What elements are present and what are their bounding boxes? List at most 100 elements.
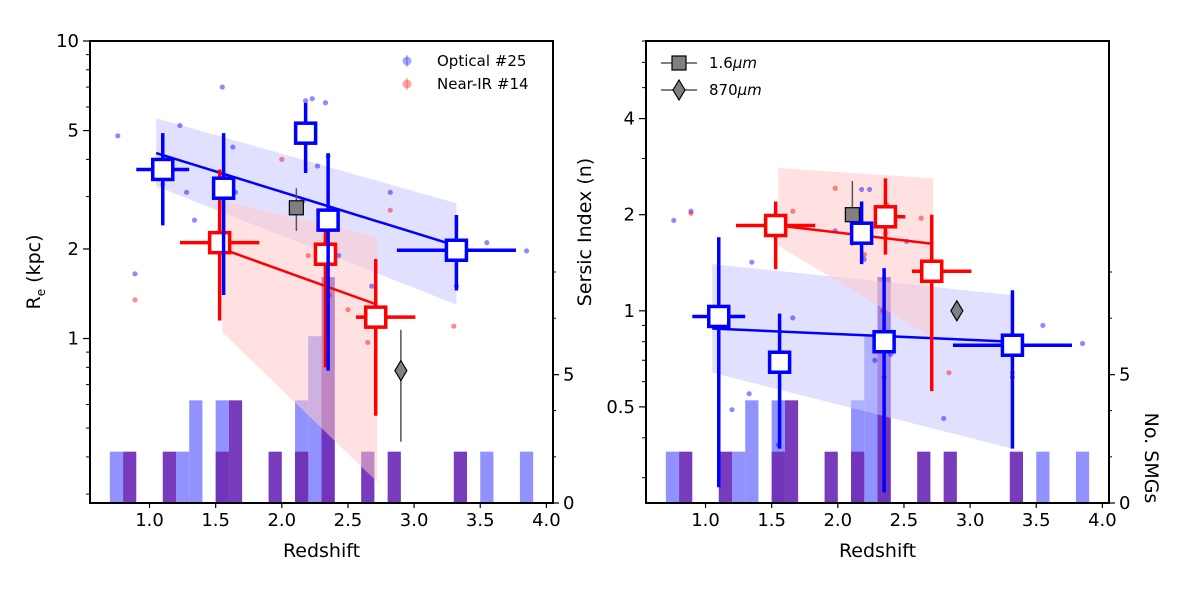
legend-label-unit: μm [737, 81, 762, 99]
x-tick-label: 1.0 [691, 510, 720, 531]
nearir-bin [873, 178, 906, 255]
optical-point [866, 186, 873, 193]
y-axis: 1 2 5 10 Re (kpc) [23, 31, 90, 495]
nearir-fit-line [221, 247, 378, 306]
legend-label: Optical #25 [437, 52, 526, 70]
optical-point [941, 415, 947, 422]
optical-bin-marker [444, 238, 469, 263]
y-tick-label: 0.5 [606, 397, 635, 418]
optical-bin [316, 153, 340, 371]
optical-point [1040, 322, 1046, 329]
legend-label-unit: μm [732, 54, 757, 72]
marker-870um [950, 299, 964, 322]
nearir-bin-marker [363, 305, 388, 329]
panel-right: 1.0 1.5 2.0 2.5 3.0 3.5 4.0 Redshift 0.5 1 2 4 Sersi… [574, 40, 1162, 562]
optical-bin [692, 237, 746, 488]
nearir-point [451, 323, 457, 329]
optical-point [230, 144, 236, 150]
nearir-bin-marker [207, 230, 232, 255]
hist-bar-nearir [162, 451, 176, 503]
optical-point [369, 283, 375, 289]
hist-bar-nearir [1009, 451, 1024, 503]
legend-label-prefix: 1.6 [709, 54, 733, 72]
optical-bin-marker [293, 121, 318, 145]
x-tick-label: 4.0 [1088, 510, 1117, 531]
optical-bin [211, 133, 236, 296]
nearir-bin-marker [313, 242, 338, 266]
optical-fit-line [155, 151, 457, 247]
y-tick-label: 5 [68, 121, 79, 142]
hist-bar-nearir [228, 400, 243, 503]
optical-bin-marker [849, 221, 874, 245]
hist-bar-nearir [917, 451, 931, 503]
x-tick-label: 2.5 [890, 510, 919, 531]
optical-point [688, 208, 694, 214]
hist-bar-nearir [295, 451, 309, 503]
hist-axis: 05 [553, 271, 574, 514]
hist-bar-nearir [215, 451, 229, 503]
optical-bin-marker [872, 329, 896, 354]
hist-bar-optical [731, 451, 746, 503]
legend-label: 870μm [709, 81, 762, 99]
hist-bar-optical [665, 451, 680, 503]
x-tick-label: 4.0 [532, 510, 561, 531]
nearir-point [345, 307, 351, 313]
optical-bin [396, 215, 516, 291]
nearir-point [279, 156, 285, 162]
legend-marker-diamond [672, 78, 686, 102]
optical-point [309, 96, 315, 102]
nearir-bin-marker [873, 205, 898, 229]
optical-bin [849, 201, 874, 265]
hist-bar-nearir [771, 451, 785, 503]
optical-point [314, 163, 321, 169]
optical-point [790, 315, 796, 321]
optical-point [484, 240, 490, 246]
panel-left: 1.0 1.5 2.0 2.5 3.0 3.5 4.0 Redshift 1 2 5 10 Re (kp… [23, 31, 574, 562]
legend-marker [402, 79, 412, 89]
hist-bar-nearir [123, 451, 137, 503]
marker-1p6um [288, 200, 304, 216]
y-axis-label: Re (kpc) [23, 235, 48, 310]
optical-point [387, 189, 393, 195]
x-axis-label: Redshift [839, 540, 916, 562]
hist-bar-optical [1075, 451, 1090, 503]
nearir-bin [735, 201, 816, 270]
y-axis-label-main: R [23, 296, 45, 309]
nearir-point [387, 207, 393, 213]
nearir-point [688, 210, 694, 216]
marker-1p6um [844, 207, 860, 223]
optical-point [336, 252, 342, 259]
x-tick-label: 2.0 [823, 510, 852, 531]
nearir-bin [355, 259, 416, 416]
optical-point [749, 259, 755, 265]
hist-tick-label: 0 [1119, 493, 1130, 514]
hist-bar-optical [109, 451, 124, 503]
optical-bin-marker [767, 350, 792, 374]
hist-bar-optical [519, 451, 534, 503]
optical-bin [872, 268, 896, 493]
legend: Optical #25 Near-IR #14 [402, 52, 529, 93]
x-tick-label: 1.5 [757, 510, 786, 531]
nearir-point [132, 297, 138, 303]
nearir-point [305, 252, 311, 259]
marker-870um [394, 359, 408, 382]
hist-bar-optical [480, 451, 494, 503]
optical-point [729, 407, 735, 413]
hist-bar-nearir [453, 451, 468, 503]
y-tick-label: 2 [68, 239, 79, 260]
optical-point [303, 98, 309, 104]
hist-bar-nearir [851, 451, 865, 503]
y-tick-label: 4 [624, 109, 635, 130]
y-axis-label: Sersic Index (n) [574, 158, 596, 306]
nearir-point [365, 339, 371, 346]
y-tick-label: 1 [68, 329, 79, 350]
y-tick-label: 10 [56, 31, 79, 52]
optical-point [859, 186, 865, 193]
optical-bin-marker [211, 176, 236, 200]
x-tick-label: 3.5 [1022, 510, 1051, 531]
hist-bar-nearir [268, 451, 282, 503]
x-tick-label: 2.0 [267, 510, 296, 531]
nearir-point [946, 370, 952, 376]
hist-bar-nearir [679, 451, 693, 503]
